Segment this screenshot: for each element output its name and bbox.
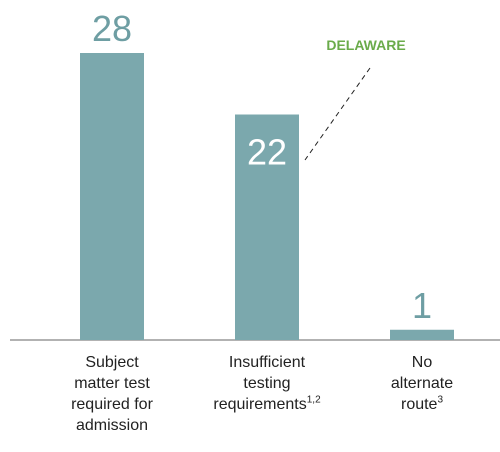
category-label: Insufficient testing requirements1,2 [211,352,323,415]
footnote-ref: 3 [437,394,444,406]
category-text: Insufficient testing requirements [213,354,307,413]
annotation-leader [304,67,371,161]
category-text: No alternate route [390,354,454,413]
value-label: 22 [247,132,287,173]
annotation: DELAWARE [326,37,405,53]
bar [390,329,454,340]
category-label: No alternate route3 [382,352,462,415]
bar [235,114,299,340]
category-label: Subject matter test required for admissi… [62,352,162,436]
value-label: 28 [92,8,132,49]
footnote-ref: 1,2 [306,394,321,406]
bar [80,53,144,340]
value-label: 1 [412,285,432,326]
category-text: Subject matter test required for admissi… [71,354,153,434]
